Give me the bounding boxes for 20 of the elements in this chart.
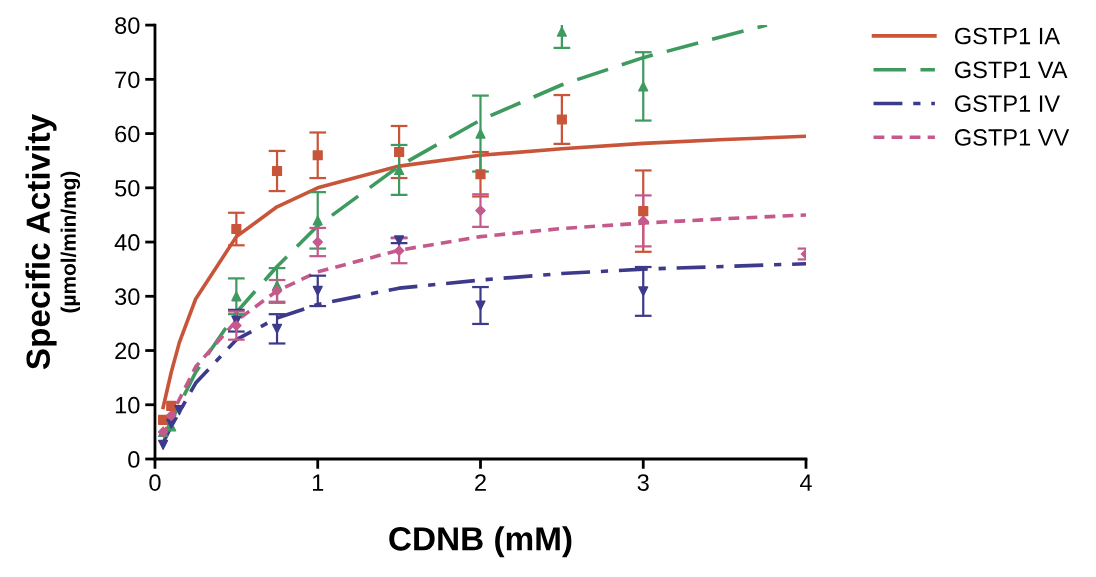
legend-label: GSTP1 IA — [954, 27, 1061, 45]
y-tick-label: 30 — [115, 288, 140, 306]
y-tick-label: 10 — [115, 396, 140, 414]
y-tick-label: 70 — [115, 71, 140, 89]
legend-label: GSTP1 IV — [954, 95, 1060, 112]
y-tick-label: 80 — [115, 17, 140, 34]
legend-label: GSTP1 VA — [954, 61, 1068, 79]
x-tick-label: 3 — [637, 474, 649, 491]
y-tick-label: 20 — [115, 342, 140, 360]
x-tick-label: 1 — [312, 474, 324, 491]
y-tick-label: 50 — [115, 179, 140, 197]
legend-label: GSTP1 VV — [954, 129, 1070, 146]
x-tick-label: 0 — [149, 474, 161, 491]
x-tick-label: 2 — [475, 474, 486, 491]
x-axis-title: CDNB (mM) — [389, 526, 572, 558]
y-axis-title: Specific Activity (µmol/min/mg) — [25, 114, 81, 370]
y-tick-label: 40 — [114, 234, 140, 251]
x-tick-label: 4 — [799, 474, 812, 491]
y-tick-label: 60 — [115, 125, 140, 143]
y-tick-label: 0 — [128, 451, 140, 468]
